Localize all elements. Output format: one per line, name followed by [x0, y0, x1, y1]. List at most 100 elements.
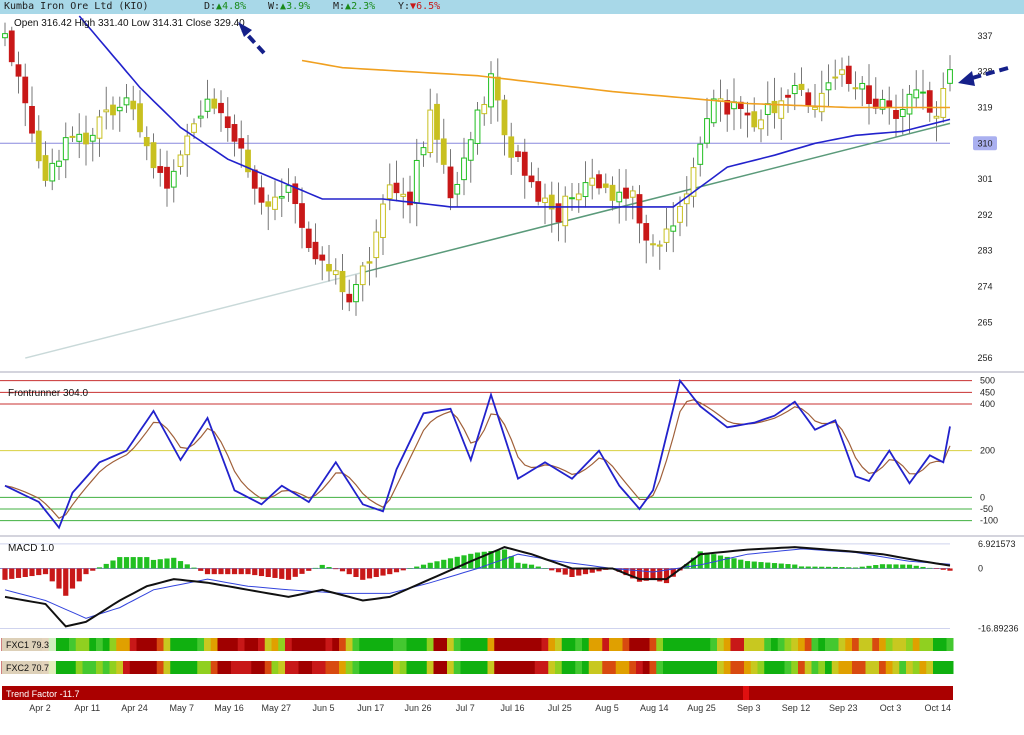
- heat-cell: [818, 661, 826, 674]
- heat-cell: [291, 661, 299, 674]
- frontrunner-tick-label: 0: [980, 492, 985, 502]
- macd-histogram-bar: [825, 566, 832, 569]
- heat-cell: [150, 661, 157, 674]
- heat-cell: [359, 661, 367, 674]
- candle-body: [386, 184, 393, 200]
- candle: [299, 187, 305, 249]
- heat-cell: [609, 661, 616, 674]
- candle-body: [636, 194, 643, 224]
- heat-cell: [872, 661, 880, 674]
- heat-cell: [143, 661, 151, 674]
- heat-cell: [852, 638, 859, 651]
- candle-body: [103, 109, 110, 113]
- heat-cell: [831, 638, 839, 651]
- candle: [224, 97, 231, 142]
- candle-body: [69, 135, 76, 138]
- heat-cell: [750, 638, 758, 651]
- candle: [49, 148, 56, 191]
- macd-histogram-bar: [555, 568, 562, 573]
- heat-cell: [676, 661, 684, 674]
- heat-cell: [649, 661, 657, 674]
- macd-histogram-bar: [204, 568, 211, 575]
- macd-histogram-bar: [785, 564, 791, 569]
- candle: [89, 127, 96, 162]
- heat-cell: [393, 638, 400, 651]
- fxc1-strip: FXC1 79.3: [1, 638, 954, 651]
- heat-cell: [291, 638, 299, 651]
- x-tick-label: Sep 23: [829, 703, 858, 713]
- candle: [562, 186, 569, 243]
- heat-cell: [514, 638, 522, 651]
- heat-cell: [204, 638, 211, 651]
- candle-body: [231, 124, 238, 142]
- heat-cell: [575, 661, 583, 674]
- macd-histogram-bar: [420, 564, 427, 569]
- heat-cell: [750, 661, 758, 674]
- candle-body: [818, 92, 825, 113]
- candle-body: [35, 130, 42, 162]
- candle-body: [859, 82, 866, 90]
- candle-body: [224, 116, 231, 129]
- heat-cell: [453, 661, 461, 674]
- heat-cell: [595, 661, 603, 674]
- macd-histogram-bar: [636, 568, 643, 582]
- heat-cell: [683, 661, 691, 674]
- candle: [488, 61, 494, 124]
- candle: [83, 115, 89, 166]
- macd-histogram-bar: [495, 550, 501, 569]
- frontrunner-label: Frontrunner 304.0: [8, 388, 88, 399]
- heat-cell: [541, 638, 549, 651]
- heat-cell: [285, 661, 292, 674]
- heat-cell: [156, 638, 164, 651]
- candle: [832, 59, 839, 90]
- candle: [447, 149, 454, 211]
- candle: [710, 89, 717, 127]
- candle-body: [170, 170, 177, 188]
- candle-body: [866, 85, 872, 105]
- candle-body: [15, 64, 22, 77]
- candle: [771, 77, 778, 129]
- heat-cell: [683, 638, 691, 651]
- candle-body: [832, 76, 839, 79]
- heat-cell: [285, 638, 292, 651]
- candle-body: [265, 201, 272, 207]
- candle: [123, 83, 130, 113]
- candle: [420, 141, 427, 167]
- heat-cell: [102, 638, 110, 651]
- macd-histogram-bar: [231, 568, 238, 575]
- heat-cell: [75, 638, 83, 651]
- candle-body: [940, 88, 947, 118]
- heat-cell: [298, 661, 306, 674]
- candle: [454, 171, 461, 207]
- candle-body: [366, 261, 373, 264]
- candle: [623, 169, 629, 221]
- frontrunner-tick-label: 500: [980, 376, 995, 386]
- candle-body: [393, 182, 400, 194]
- heat-cell: [386, 638, 394, 651]
- heat-cell: [386, 661, 394, 674]
- candle: [481, 96, 488, 126]
- heat-cell: [393, 661, 400, 674]
- heat-cell: [433, 638, 441, 651]
- heat-cell: [352, 661, 360, 674]
- heat-cell: [946, 661, 954, 674]
- candle-body: [8, 30, 15, 63]
- heat-cell: [487, 661, 495, 674]
- candle: [913, 70, 920, 109]
- macd-histogram-bar: [414, 566, 420, 569]
- macd-histogram-bar: [751, 561, 757, 569]
- candle-body: [535, 181, 542, 202]
- candle: [852, 71, 859, 100]
- candle-body: [947, 69, 953, 84]
- candle: [110, 96, 116, 130]
- candle-body: [886, 100, 893, 108]
- heat-cell: [669, 661, 677, 674]
- macd-histogram-bar: [366, 568, 373, 579]
- heat-cell: [278, 661, 286, 674]
- heat-cell: [811, 638, 819, 651]
- candle-body: [555, 203, 562, 223]
- heat-cell: [156, 661, 164, 674]
- candle: [866, 64, 872, 125]
- candle-body: [49, 162, 56, 182]
- macd-histogram-bar: [130, 557, 136, 569]
